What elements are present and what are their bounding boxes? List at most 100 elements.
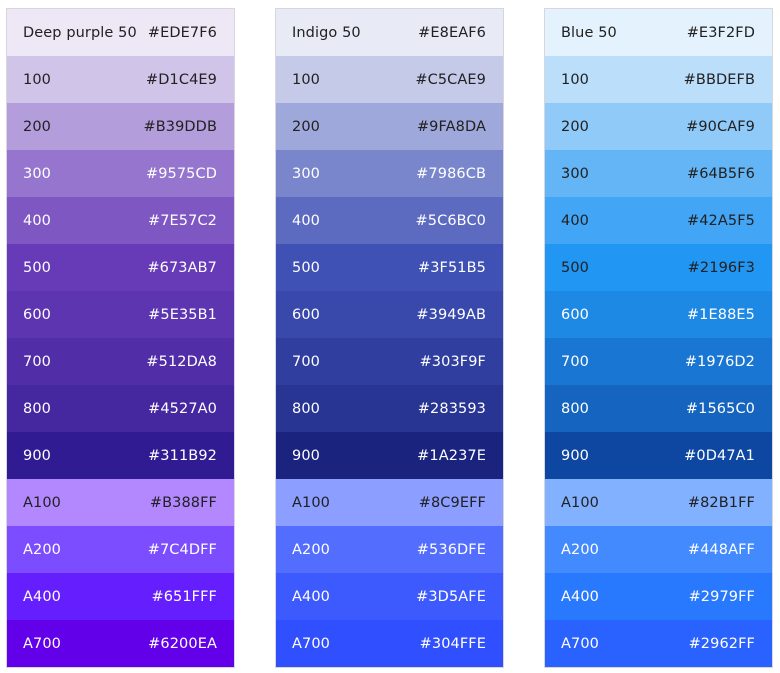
swatch-hex-code: #4527A0 xyxy=(148,400,217,417)
swatch-label: 600 xyxy=(23,306,51,323)
swatch-hex-code: #90CAF9 xyxy=(686,118,755,135)
swatch-hex-code: #5C6BC0 xyxy=(415,212,486,229)
swatch-label: A100 xyxy=(23,494,61,511)
color-swatch: 700 #1976D2 xyxy=(545,338,772,385)
swatch-label: Indigo 50 xyxy=(292,24,361,41)
palette-deep-purple: Deep purple 50 #EDE7F6 100 #D1C4E9 200 #B39DD… xyxy=(6,8,235,668)
swatch-label: 800 xyxy=(561,400,589,417)
color-swatch: A400 #651FFF xyxy=(7,573,234,620)
swatch-label: 700 xyxy=(561,353,589,370)
color-swatch: 900 #311B92 xyxy=(7,432,234,479)
swatch-label: 600 xyxy=(561,306,589,323)
color-swatch: 700 #512DA8 xyxy=(7,338,234,385)
swatch-label: 100 xyxy=(561,71,589,88)
swatch-hex-code: #2962FF xyxy=(688,635,755,652)
swatch-hex-code: #BBDEFB xyxy=(683,71,755,88)
color-swatch: 600 #5E35B1 xyxy=(7,291,234,338)
swatch-hex-code: #3949AB xyxy=(416,306,486,323)
swatch-hex-code: #304FFE xyxy=(419,635,486,652)
swatch-hex-code: #2979FF xyxy=(688,588,755,605)
swatch-label: 200 xyxy=(292,118,320,135)
swatch-hex-code: #9575CD xyxy=(145,165,217,182)
color-swatch: 500 #673AB7 xyxy=(7,244,234,291)
swatch-hex-code: #303F9F xyxy=(419,353,486,370)
swatch-label: 700 xyxy=(23,353,51,370)
swatch-label: 200 xyxy=(23,118,51,135)
color-swatch: 300 #7986CB xyxy=(276,150,503,197)
swatch-label: 200 xyxy=(561,118,589,135)
color-swatch: 200 #90CAF9 xyxy=(545,103,772,150)
color-swatch: 300 #64B5F6 xyxy=(545,150,772,197)
swatch-label: 400 xyxy=(561,212,589,229)
swatch-label: 500 xyxy=(561,259,589,276)
swatch-label: Deep purple 50 xyxy=(23,24,137,41)
swatch-hex-code: #651FFF xyxy=(151,588,217,605)
color-swatch: A700 #6200EA xyxy=(7,620,234,667)
color-swatch: 900 #1A237E xyxy=(276,432,503,479)
palette-indigo: Indigo 50 #E8EAF6 100 #C5CAE9 200 #9FA8DA 300 #… xyxy=(275,8,504,668)
swatch-hex-code: #1976D2 xyxy=(684,353,755,370)
swatch-label: A700 xyxy=(23,635,61,652)
color-swatch: 200 #9FA8DA xyxy=(276,103,503,150)
swatch-label: 500 xyxy=(23,259,51,276)
color-swatch: A200 #448AFF xyxy=(545,526,772,573)
color-swatch: A700 #2962FF xyxy=(545,620,772,667)
swatch-hex-code: #9FA8DA xyxy=(416,118,486,135)
swatch-hex-code: #0D47A1 xyxy=(684,447,755,464)
swatch-label: 400 xyxy=(23,212,51,229)
swatch-hex-code: #D1C4E9 xyxy=(146,71,217,88)
swatch-hex-code: #3D5AFE xyxy=(416,588,486,605)
color-swatch: A400 #3D5AFE xyxy=(276,573,503,620)
swatch-hex-code: #5E35B1 xyxy=(148,306,217,323)
swatch-label: A200 xyxy=(561,541,599,558)
swatch-hex-code: #2196F3 xyxy=(687,259,755,276)
color-swatch: 500 #3F51B5 xyxy=(276,244,503,291)
color-swatch: 600 #3949AB xyxy=(276,291,503,338)
swatch-label: 100 xyxy=(292,71,320,88)
swatch-label: A700 xyxy=(292,635,330,652)
swatch-label: 300 xyxy=(23,165,51,182)
color-swatch: A400 #2979FF xyxy=(545,573,772,620)
color-swatch: A200 #7C4DFF xyxy=(7,526,234,573)
swatch-label: 800 xyxy=(292,400,320,417)
color-swatch: Indigo 50 #E8EAF6 xyxy=(276,9,503,56)
swatch-label: A100 xyxy=(561,494,599,511)
swatch-label: 300 xyxy=(561,165,589,182)
swatch-label: 900 xyxy=(561,447,589,464)
palette-blue: Blue 50 #E3F2FD 100 #BBDEFB 200 #90CAF9 300 #64… xyxy=(544,8,773,668)
swatch-label: 700 xyxy=(292,353,320,370)
swatch-hex-code: #B39DDB xyxy=(143,118,217,135)
color-swatch: 400 #5C6BC0 xyxy=(276,197,503,244)
swatch-hex-code: #B388FF xyxy=(149,494,217,511)
swatch-label: A400 xyxy=(292,588,330,605)
swatch-hex-code: #EDE7F6 xyxy=(147,24,217,41)
color-swatch: 700 #303F9F xyxy=(276,338,503,385)
swatch-hex-code: #1565C0 xyxy=(685,400,755,417)
swatch-hex-code: #8C9EFF xyxy=(418,494,486,511)
swatch-hex-code: #82B1FF xyxy=(687,494,755,511)
swatch-hex-code: #3F51B5 xyxy=(417,259,486,276)
swatch-hex-code: #7986CB xyxy=(416,165,486,182)
swatch-label: 300 xyxy=(292,165,320,182)
swatch-hex-code: #64B5F6 xyxy=(686,165,755,182)
color-swatch: A700 #304FFE xyxy=(276,620,503,667)
color-swatch: 600 #1E88E5 xyxy=(545,291,772,338)
swatch-label: 900 xyxy=(292,447,320,464)
swatch-hex-code: #536DFE xyxy=(416,541,486,558)
color-swatch: 800 #283593 xyxy=(276,385,503,432)
swatch-hex-code: #E3F2FD xyxy=(686,24,755,41)
color-swatch: A100 #8C9EFF xyxy=(276,479,503,526)
color-swatch: Deep purple 50 #EDE7F6 xyxy=(7,9,234,56)
swatch-label: A400 xyxy=(23,588,61,605)
swatch-hex-code: #1A237E xyxy=(417,447,486,464)
swatch-hex-code: #C5CAE9 xyxy=(415,71,486,88)
color-swatch: 400 #7E57C2 xyxy=(7,197,234,244)
swatch-label: 500 xyxy=(292,259,320,276)
swatch-hex-code: #512DA8 xyxy=(146,353,217,370)
color-swatch: 500 #2196F3 xyxy=(545,244,772,291)
swatch-hex-code: #1E88E5 xyxy=(686,306,755,323)
swatch-label: 800 xyxy=(23,400,51,417)
color-swatch: 800 #4527A0 xyxy=(7,385,234,432)
swatch-label: 100 xyxy=(23,71,51,88)
color-swatch: 100 #C5CAE9 xyxy=(276,56,503,103)
